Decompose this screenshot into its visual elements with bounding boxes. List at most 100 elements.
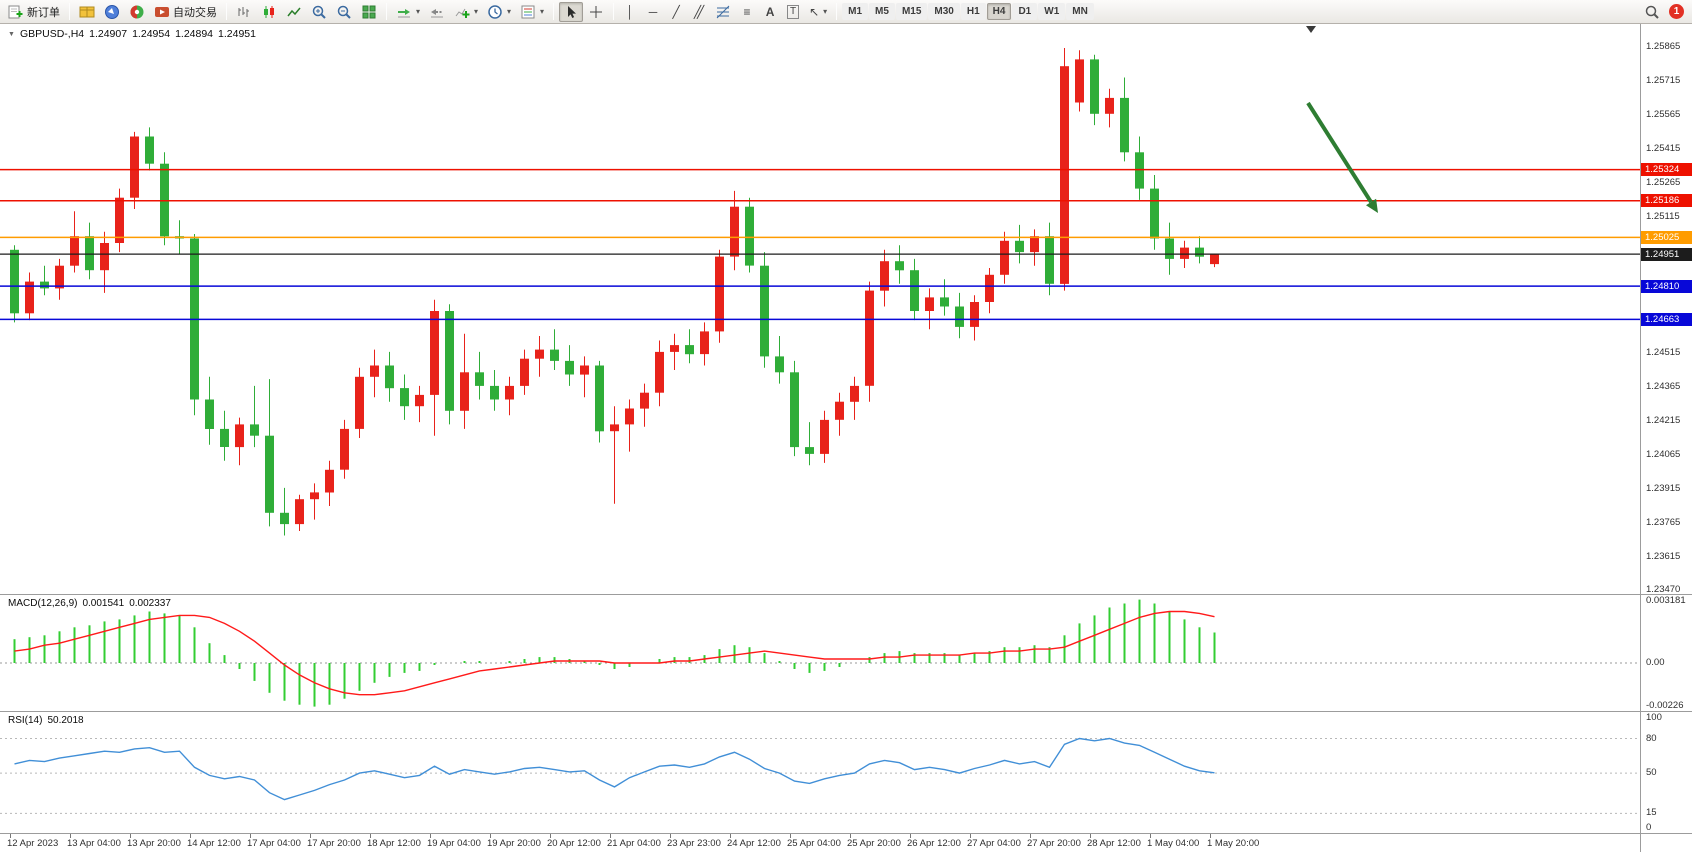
candle [340, 419, 349, 479]
price-axis-divider [1640, 24, 1641, 852]
fibonacci-tool-button[interactable] [711, 2, 735, 22]
crosshair-tool-button[interactable] [584, 2, 608, 22]
price-axis-tick: 1.25265 [1646, 176, 1681, 188]
candle [325, 460, 334, 506]
terminal-icon [129, 4, 145, 20]
auto-trading-button[interactable]: 自动交易 [150, 2, 221, 22]
candle [580, 356, 589, 398]
panel-divider[interactable] [0, 594, 1692, 595]
objects-list-tool-button[interactable]: ≡ [736, 2, 758, 22]
auto-scroll-button[interactable]: ▾ [392, 2, 424, 22]
text-label-icon: T [787, 4, 800, 19]
zoom-in-button[interactable] [307, 2, 331, 22]
candle [1195, 236, 1204, 264]
rsi-axis[interactable]: 100 80 50 15 0 [1641, 712, 1692, 833]
time-axis-tick [430, 834, 431, 838]
time-axis[interactable]: 12 Apr 2023 13 Apr 04:00 13 Apr 20:00 14 Ap… [0, 834, 1640, 852]
time-axis-label: 27 Apr 20:00 [1027, 838, 1081, 849]
candle [1045, 222, 1054, 296]
price-axis-tick: 1.24065 [1646, 449, 1681, 460]
navigator-button[interactable] [100, 2, 124, 22]
candle [160, 152, 169, 246]
macd-panel[interactable] [0, 595, 1640, 711]
candle [1090, 54, 1099, 126]
bar-chart-button[interactable] [232, 2, 256, 22]
trend-arrow[interactable] [1306, 101, 1373, 204]
candle [1135, 136, 1144, 200]
tile-windows-button[interactable] [357, 2, 381, 22]
horizontal-line-tool-button[interactable]: ─ [642, 2, 664, 22]
price-chart[interactable] [0, 24, 1640, 594]
timeframe-d1-button[interactable]: D1 [1012, 3, 1038, 20]
time-axis-label: 20 Apr 12:00 [547, 838, 601, 849]
time-axis-label: 19 Apr 20:00 [487, 838, 541, 849]
trendline-tool-button[interactable]: ╱ [665, 2, 687, 22]
timeframe-w1-button[interactable]: W1 [1038, 3, 1066, 20]
time-axis-tick [550, 834, 551, 838]
candle [1165, 222, 1174, 275]
text-label-tool-button[interactable]: T [782, 2, 804, 22]
panel-divider[interactable] [0, 711, 1692, 712]
chart-shift-marker-icon[interactable] [1306, 26, 1316, 33]
text-tool-button[interactable]: A [759, 2, 781, 22]
cursor-tool-button[interactable] [559, 1, 584, 22]
templates-button[interactable]: ▾ [516, 2, 548, 22]
periods-button[interactable]: ▾ [483, 2, 515, 22]
timeframe-m15-button[interactable]: M15 [895, 3, 928, 20]
new-order-button[interactable]: 新订单 [4, 2, 64, 22]
timeframe-m30-button[interactable]: M30 [928, 3, 960, 20]
candle [955, 292, 964, 339]
time-axis-label: 1 May 20:00 [1207, 838, 1260, 849]
symbol-period-label: GBPUSD-,H4 [19, 28, 85, 40]
zoom-out-button[interactable] [332, 2, 356, 22]
candlestick-chart-button[interactable] [257, 2, 281, 22]
arrows-tool-button[interactable]: ↖ ▾ [805, 2, 831, 22]
timeframe-mn-button[interactable]: MN [1066, 3, 1094, 20]
candle [835, 392, 844, 436]
timeframe-m5-button[interactable]: M5 [869, 3, 895, 20]
candle [595, 360, 604, 443]
candle [10, 245, 19, 323]
terminal-button[interactable] [125, 2, 149, 22]
bar-chart-icon [236, 4, 252, 20]
timeframe-h1-button[interactable]: H1 [960, 3, 986, 20]
collapse-arrow-icon[interactable]: ▼ [8, 30, 15, 38]
timeframe-m1-button[interactable]: M1 [842, 3, 869, 20]
channel-tool-button[interactable]: ╱╱ [688, 2, 710, 22]
price-axis-tick: 1.25415 [1646, 142, 1681, 154]
dropdown-caret-icon: ▾ [823, 7, 828, 16]
candle [805, 422, 814, 466]
candle [940, 279, 949, 316]
timeframe-h4-button[interactable]: H4 [986, 3, 1012, 20]
candle [730, 190, 739, 271]
vertical-line-tool-button[interactable]: │ [619, 2, 641, 22]
candle [235, 417, 244, 466]
rsi-panel[interactable] [0, 712, 1640, 833]
chart-shift-button[interactable] [425, 2, 449, 22]
macd-axis[interactable]: 0.003181 0.00 -0.00226 [1641, 595, 1692, 711]
price-axis-tick: 1.25715 [1646, 74, 1681, 86]
candle [265, 379, 274, 527]
candle [1210, 253, 1219, 268]
search-button[interactable] [1640, 2, 1664, 22]
price-axis-tick: 1.23765 [1646, 517, 1681, 529]
notification-badge[interactable]: 1 [1669, 4, 1684, 19]
candle [370, 349, 379, 398]
candle [70, 211, 79, 273]
ohlc-low-value: 1.24894 [175, 28, 214, 40]
candle [610, 406, 619, 504]
candle [715, 249, 724, 343]
price-line-label: 1.24663 [1641, 312, 1692, 326]
indicators-button[interactable]: ▾ [450, 2, 482, 22]
time-axis-label: 14 Apr 12:00 [187, 838, 241, 849]
price-axis-tick: 1.24215 [1646, 415, 1681, 426]
market-watch-button[interactable] [75, 2, 99, 22]
price-axis[interactable]: 1.25865 1.25715 1.25565 1.25415 1.25265 1.251… [1641, 24, 1692, 595]
time-axis-tick [10, 834, 11, 838]
price-axis-tick: 1.23615 [1646, 551, 1681, 563]
rsi-axis-tick: 100 [1646, 712, 1662, 723]
rsi-line [14, 737, 1215, 801]
line-chart-button[interactable] [282, 2, 306, 22]
rsi-axis-tick: 50 [1646, 767, 1657, 779]
text-tool-icon: A [765, 4, 775, 19]
